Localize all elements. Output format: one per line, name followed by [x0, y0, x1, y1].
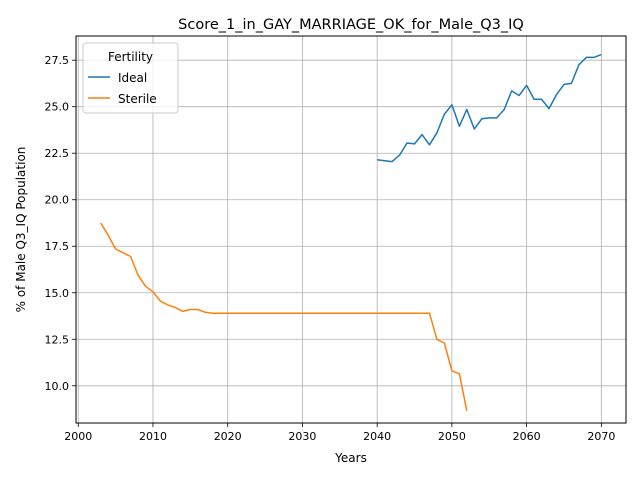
series-line-ideal — [377, 53, 602, 163]
legend-label-ideal: Ideal — [118, 71, 147, 85]
legend-box — [82, 42, 179, 114]
x-axis-label: Years — [334, 451, 367, 465]
x-tick-label: 2060 — [513, 430, 541, 443]
series-lines — [100, 53, 602, 412]
plot-frame — [75, 35, 627, 424]
x-tick-label: 2070 — [587, 430, 615, 443]
y-tick-label: 25.0 — [45, 101, 70, 114]
x-tick-label: 2040 — [363, 430, 391, 443]
y-tick-label: 15.0 — [45, 287, 70, 300]
series-line-sterile — [100, 222, 468, 412]
y-tick-label: 22.5 — [45, 147, 70, 160]
x-axis-ticks: 2000 2010 2020 2030 2040 2050 2060 2070 — [64, 423, 615, 443]
y-tick-label: 10.0 — [45, 380, 70, 393]
grid-lines — [76, 36, 626, 423]
y-tick-label: 27.5 — [45, 54, 70, 67]
legend: Fertility Ideal Sterile — [82, 42, 179, 114]
legend-label-sterile: Sterile — [118, 92, 157, 106]
legend-title: Fertility — [108, 50, 153, 64]
y-tick-label: 12.5 — [45, 333, 70, 346]
x-tick-label: 2030 — [288, 430, 316, 443]
y-tick-label: 17.5 — [45, 240, 70, 253]
x-tick-label: 2020 — [214, 430, 242, 443]
y-axis-ticks: 10.0 12.5 15.0 17.5 20.0 22.5 25.0 27.5 — [45, 54, 76, 393]
x-tick-label: 2050 — [438, 430, 466, 443]
x-tick-label: 2000 — [64, 430, 92, 443]
y-tick-label: 20.0 — [45, 194, 70, 207]
chart-title: Score_1_in_GAY_MARRIAGE_OK_for_Male_Q3_I… — [178, 17, 524, 33]
y-axis-label: % of Male Q3_IQ Population — [14, 147, 28, 313]
x-tick-label: 2010 — [139, 430, 167, 443]
